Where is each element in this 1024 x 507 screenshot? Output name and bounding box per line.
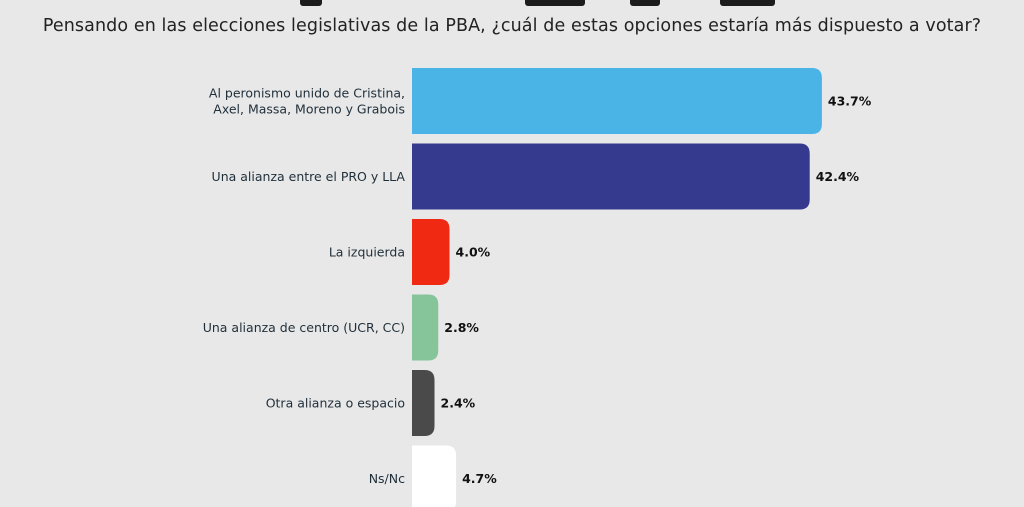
chart-subtitle: Pensando en las elecciones legislativas … — [42, 16, 982, 36]
bar-5 — [412, 445, 457, 507]
value-label-5: 4.7% — [462, 471, 497, 486]
category-label-0: Al peronismo unido de Cristina, Axel, Mas… — [209, 86, 405, 117]
bar-3 — [412, 294, 439, 361]
value-label-4: 2.4% — [441, 396, 476, 411]
category-label-2: La izquierda — [329, 245, 405, 260]
category-label-5: Ns/Nc — [369, 471, 405, 486]
category-label-3: Una alianza de centro (UCR, CC) — [203, 320, 405, 335]
value-label-0: 43.7% — [828, 94, 872, 109]
cropped-title-fragment — [0, 0, 1024, 6]
value-label-1: 42.4% — [816, 169, 860, 184]
category-label-1: Una alianza entre el PRO y LLA — [212, 169, 406, 184]
bar-0 — [412, 68, 822, 134]
category-label-4: Otra alianza o espacio — [266, 396, 405, 411]
value-label-3: 2.8% — [444, 320, 479, 335]
bar-2 — [412, 219, 450, 285]
value-label-2: 4.0% — [456, 245, 491, 260]
bar-1 — [412, 143, 810, 210]
bar-4 — [412, 370, 435, 436]
